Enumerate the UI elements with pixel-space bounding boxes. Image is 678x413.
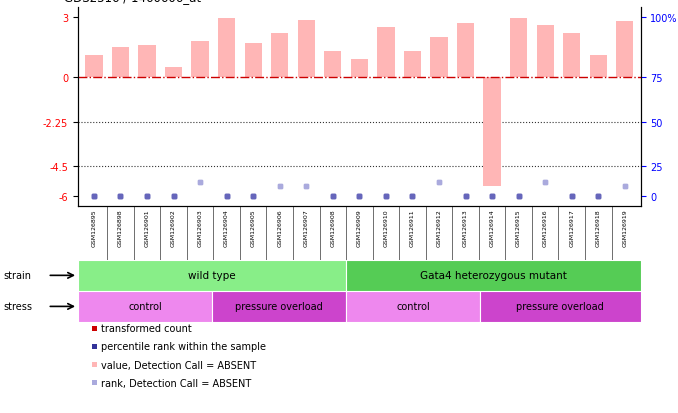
Text: GSM126898: GSM126898 bbox=[118, 209, 123, 247]
Bar bbox=[457, 24, 474, 78]
Bar bbox=[212, 291, 346, 322]
Text: GSM126901: GSM126901 bbox=[144, 209, 149, 247]
Bar bbox=[78, 260, 346, 291]
Text: GSM126903: GSM126903 bbox=[197, 209, 203, 247]
Text: GSM126918: GSM126918 bbox=[596, 209, 601, 247]
Bar bbox=[191, 42, 209, 78]
Bar bbox=[351, 60, 368, 78]
Bar bbox=[346, 291, 480, 322]
Text: GSM126917: GSM126917 bbox=[570, 209, 574, 247]
Text: GDS2316 / 1460606_at: GDS2316 / 1460606_at bbox=[64, 0, 201, 4]
Bar bbox=[271, 34, 288, 78]
Bar bbox=[218, 19, 235, 78]
Text: GSM126916: GSM126916 bbox=[542, 209, 548, 247]
Bar bbox=[483, 78, 500, 187]
Text: rank, Detection Call = ABSENT: rank, Detection Call = ABSENT bbox=[100, 378, 251, 388]
Text: GSM126915: GSM126915 bbox=[516, 209, 521, 247]
Text: GSM126895: GSM126895 bbox=[92, 209, 96, 247]
Bar bbox=[510, 19, 527, 78]
Text: Gata4 heterozygous mutant: Gata4 heterozygous mutant bbox=[420, 271, 567, 281]
Text: GSM126909: GSM126909 bbox=[357, 209, 362, 247]
Bar bbox=[590, 56, 607, 78]
Text: GSM126907: GSM126907 bbox=[304, 209, 308, 247]
Text: GSM126914: GSM126914 bbox=[490, 209, 494, 247]
Text: GSM126910: GSM126910 bbox=[383, 209, 388, 247]
Text: wild type: wild type bbox=[188, 271, 236, 281]
Text: stress: stress bbox=[3, 301, 33, 312]
Bar bbox=[138, 46, 156, 78]
Text: GSM126919: GSM126919 bbox=[622, 209, 627, 247]
Text: percentile rank within the sample: percentile rank within the sample bbox=[100, 342, 266, 351]
Text: GSM126905: GSM126905 bbox=[251, 209, 256, 247]
Bar bbox=[404, 52, 421, 78]
Bar bbox=[563, 34, 580, 78]
Text: transformed count: transformed count bbox=[100, 323, 191, 333]
Text: control: control bbox=[128, 301, 162, 312]
Bar bbox=[165, 68, 182, 78]
Bar bbox=[78, 291, 212, 322]
Text: GSM126906: GSM126906 bbox=[277, 209, 282, 247]
Text: GSM126912: GSM126912 bbox=[437, 209, 441, 247]
Text: GSM126904: GSM126904 bbox=[224, 209, 229, 247]
Bar bbox=[377, 28, 395, 78]
Text: GSM126902: GSM126902 bbox=[171, 209, 176, 247]
Bar bbox=[245, 44, 262, 78]
Text: control: control bbox=[396, 301, 430, 312]
Text: GSM126911: GSM126911 bbox=[410, 209, 415, 247]
Text: pressure overload: pressure overload bbox=[235, 301, 323, 312]
Bar bbox=[298, 21, 315, 78]
Text: value, Detection Call = ABSENT: value, Detection Call = ABSENT bbox=[100, 360, 256, 370]
Bar bbox=[431, 38, 447, 78]
Bar bbox=[85, 56, 102, 78]
Bar bbox=[324, 52, 342, 78]
Bar bbox=[112, 48, 129, 78]
Text: GSM126913: GSM126913 bbox=[463, 209, 468, 247]
Text: strain: strain bbox=[3, 271, 31, 281]
Bar bbox=[346, 260, 641, 291]
Text: GSM126908: GSM126908 bbox=[330, 209, 336, 247]
Text: pressure overload: pressure overload bbox=[517, 301, 604, 312]
Bar bbox=[480, 291, 641, 322]
Bar bbox=[616, 22, 633, 78]
Bar bbox=[536, 26, 554, 78]
